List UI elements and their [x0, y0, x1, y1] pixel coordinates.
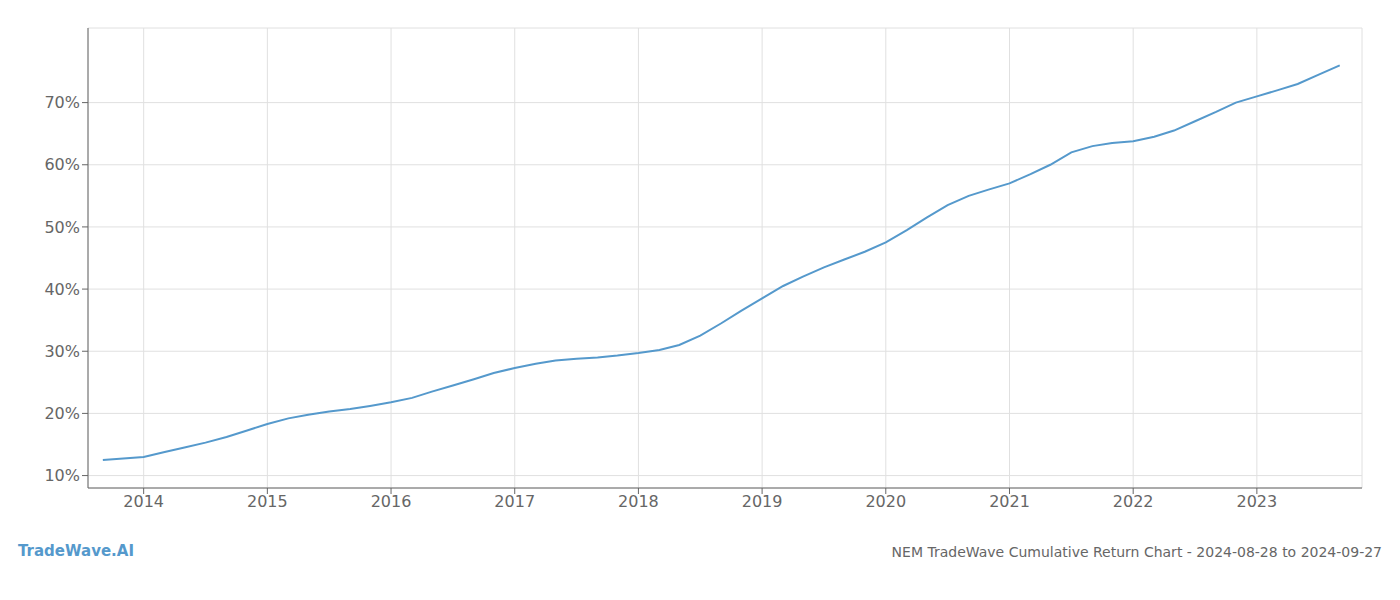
- svg-text:60%: 60%: [44, 155, 80, 174]
- svg-text:30%: 30%: [44, 342, 80, 361]
- svg-text:2019: 2019: [742, 492, 783, 511]
- html-text:NEM TradeWave Cumulative Retur: NEM TradeWave Cumulative Return Chart - …: [891, 544, 1382, 560]
- svg-text:50%: 50%: [44, 218, 80, 237]
- svg-text:2020: 2020: [865, 492, 906, 511]
- svg-text:2017: 2017: [494, 492, 535, 511]
- svg-text:2018: 2018: [618, 492, 659, 511]
- svg-text:2021: 2021: [989, 492, 1030, 511]
- svg-text:2023: 2023: [1237, 492, 1278, 511]
- svg-text:10%: 10%: [44, 466, 80, 485]
- svg-text:20%: 20%: [44, 404, 80, 423]
- svg-text:2016: 2016: [371, 492, 412, 511]
- svg-text:2022: 2022: [1113, 492, 1154, 511]
- svg-text:2014: 2014: [123, 492, 164, 511]
- html-text:TradeWave.AI: TradeWave.AI: [18, 542, 134, 560]
- svg-text:2015: 2015: [247, 492, 288, 511]
- svg-text:40%: 40%: [44, 280, 80, 299]
- svg-text:70%: 70%: [44, 93, 80, 112]
